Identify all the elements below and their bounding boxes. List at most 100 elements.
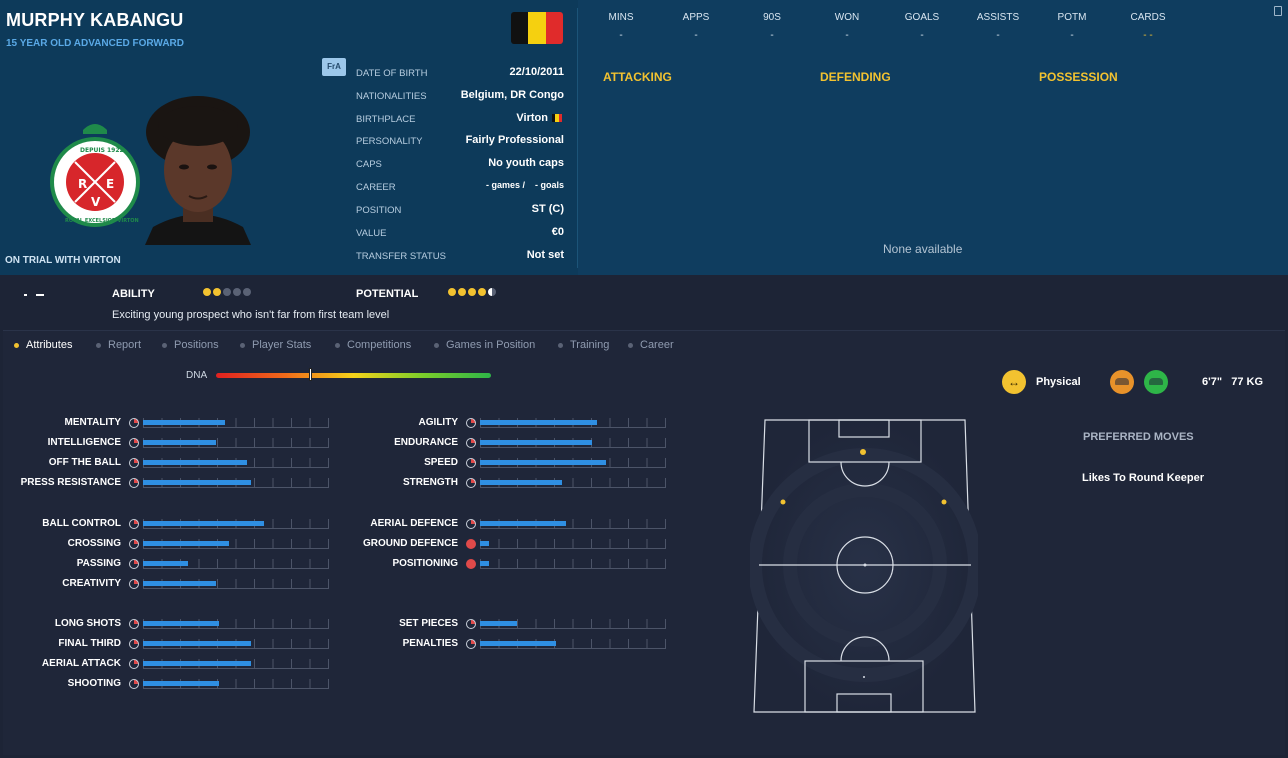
attribute-bar-fill [480, 521, 566, 526]
potential-label: POTENTIAL [356, 288, 419, 300]
dumbbell-icon: ↔ [1002, 370, 1026, 394]
info-birthplace: BIRTHPLACE Virton [356, 112, 564, 130]
attribute-bar[interactable] [143, 418, 329, 428]
left-foot-icon [1110, 370, 1134, 394]
tab-label: Training [570, 339, 610, 351]
dna-label: DNA [186, 370, 208, 381]
height-weight: 6'7" 77 KG [1202, 376, 1264, 388]
attribute-bar[interactable] [480, 478, 666, 488]
fra-badge[interactable]: FrA [322, 58, 346, 76]
attribute-bar[interactable] [143, 559, 329, 569]
crest-letter: V [91, 195, 101, 209]
attribute-bar-fill [480, 561, 489, 566]
attribute-bar[interactable] [143, 438, 329, 448]
attribute-bar-fill [480, 420, 597, 425]
attribute-gauge-icon [129, 659, 139, 669]
attribute-name: INTELLIGENCE [47, 437, 121, 448]
attribute-bar[interactable] [143, 478, 329, 488]
attribute-gauge-icon [129, 478, 139, 488]
category-defending[interactable]: DEFENDING [820, 70, 891, 84]
attribute-bar[interactable] [143, 519, 329, 529]
attribute-gauge-icon [466, 539, 476, 549]
attribute-bar[interactable] [480, 619, 666, 629]
info-label: VALUE [356, 228, 387, 239]
tab-report[interactable]: Report [96, 339, 141, 351]
info-label: BIRTHPLACE [356, 114, 416, 125]
attribute-bar[interactable] [143, 659, 329, 669]
star-icon [243, 288, 251, 296]
preferred-moves-title: PREFERRED MOVES [1083, 431, 1194, 443]
attribute-bar[interactable] [480, 458, 666, 468]
info-value[interactable]: Virton [516, 112, 548, 124]
attribute-bar[interactable] [480, 438, 666, 448]
stat-label-assists: ASSISTS [976, 12, 1020, 23]
dna-bar [216, 373, 491, 378]
attribute-bar[interactable] [143, 639, 329, 649]
tab-positions[interactable]: Positions [162, 339, 219, 351]
attribute-name: AERIAL DEFENCE [370, 518, 458, 529]
info-career: CAREER - games / - goals [356, 180, 564, 198]
attribute-bar[interactable] [480, 519, 666, 529]
calendar-icon[interactable] [1274, 6, 1282, 16]
attribute-bar-fill [480, 440, 592, 445]
prospect-description: Exciting young prospect who isn't far fr… [112, 309, 390, 321]
attribute-bar-ticks [143, 579, 329, 589]
attribute-gauge-icon [466, 458, 476, 468]
attribute-name: PASSING [76, 558, 121, 569]
none-available-text: None available [883, 242, 963, 256]
position-pitch[interactable] [748, 415, 982, 715]
attribute-bar-fill [480, 541, 489, 546]
attribute-bar[interactable] [480, 539, 666, 549]
attribute-bar-ticks [480, 639, 666, 649]
attribute-bar[interactable] [143, 458, 329, 468]
tab-player-stats[interactable]: Player Stats [240, 339, 311, 351]
attribute-name: PRESS RESISTANCE [20, 477, 121, 488]
attribute-gauge-icon [129, 639, 139, 649]
position-dot [860, 449, 866, 455]
tab-attributes[interactable]: Attributes [14, 339, 72, 351]
tab-dot-icon [14, 342, 19, 348]
attribute-name: STRENGTH [403, 477, 458, 488]
attribute-bar[interactable] [143, 579, 329, 589]
attribute-bar[interactable] [143, 679, 329, 689]
header-divider [577, 8, 578, 268]
attribute-bar[interactable] [480, 418, 666, 428]
attribute-bar-fill [143, 661, 251, 666]
info-value: - games / - goals [485, 180, 564, 190]
dna-marker [308, 368, 312, 381]
stat-label-cards: CARDS [1130, 12, 1166, 23]
stat-value-won: - [845, 30, 849, 41]
attribute-bar[interactable] [480, 639, 666, 649]
star-icon [478, 288, 486, 296]
tab-training[interactable]: Training [558, 339, 609, 351]
stat-label-goals: GOALS [904, 12, 940, 23]
tab-dot-icon [628, 342, 633, 348]
info-value[interactable]: Belgium, DR Congo [460, 89, 564, 101]
info-personality: PERSONALITY Fairly Professional [356, 134, 564, 152]
tab-games-in-position[interactable]: Games in Position [434, 339, 535, 351]
tab-dot-icon [558, 342, 563, 348]
tab-label: Report [108, 339, 142, 351]
info-label: CAREER [356, 182, 396, 193]
info-label: NATIONALITIES [356, 91, 427, 102]
tab-career[interactable]: Career [628, 339, 674, 351]
attribute-bar[interactable] [143, 619, 329, 629]
category-attacking[interactable]: ATTACKING [603, 70, 672, 84]
right-foot-icon [1144, 370, 1168, 394]
info-value: ST (C) [531, 203, 564, 215]
star-icon [488, 288, 496, 296]
category-possession[interactable]: POSSESSION [1039, 70, 1118, 84]
attribute-bar-fill [480, 621, 517, 626]
attribute-gauge-icon [466, 438, 476, 448]
attribute-bar[interactable] [143, 539, 329, 549]
attribute-bar-ticks [480, 619, 666, 629]
attribute-bar[interactable] [480, 559, 666, 569]
attribute-name: AGILITY [418, 417, 458, 428]
attribute-bar-fill [143, 521, 264, 526]
birthplace-flag-icon [552, 114, 562, 122]
attribute-name: ENDURANCE [394, 437, 458, 448]
tab-competitions[interactable]: Competitions [335, 339, 411, 351]
player-name: MURPHY KABANGU [6, 10, 184, 30]
stat-value-cards: - - [1143, 30, 1153, 41]
stat-label-potm: POTM [1057, 12, 1087, 23]
